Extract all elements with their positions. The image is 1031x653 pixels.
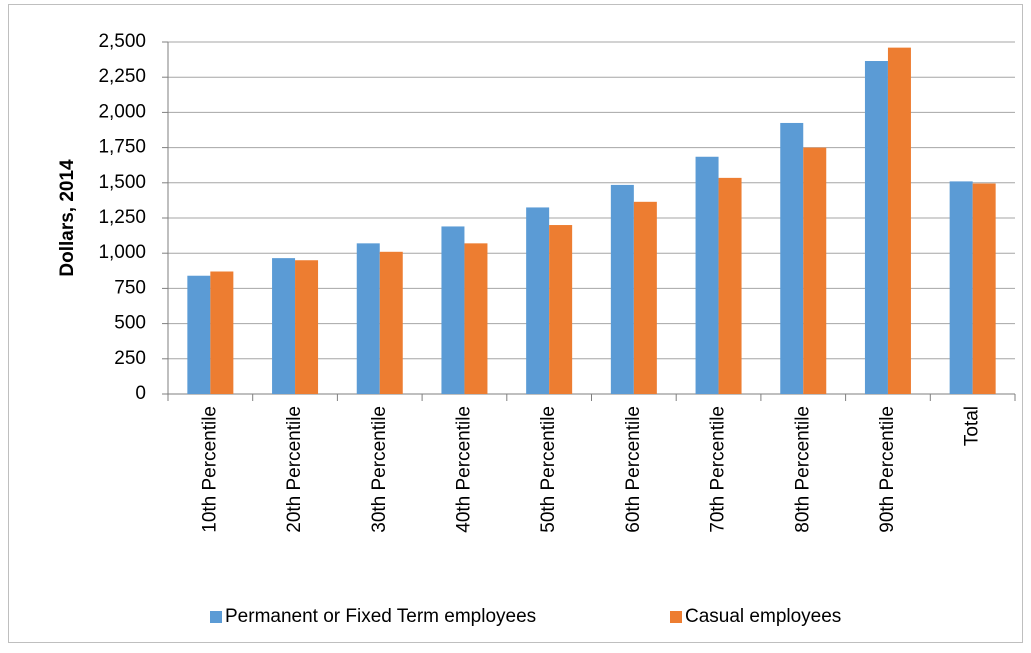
legend-label: Casual employees: [685, 606, 841, 627]
x-tick-label: Total: [962, 406, 983, 446]
y-tick-label: 250: [114, 348, 146, 369]
bar: [356, 243, 380, 394]
bar: [549, 225, 573, 394]
bar: [695, 156, 719, 394]
x-tick-label: 10th Percentile: [199, 406, 220, 533]
bar: [272, 258, 296, 394]
bar: [949, 181, 973, 394]
y-tick-label: 2,000: [98, 101, 146, 122]
bar: [210, 271, 234, 394]
bar: [972, 183, 996, 394]
x-tick-label: 70th Percentile: [708, 406, 729, 533]
y-tick-label: 2,250: [98, 66, 146, 87]
bar: [803, 147, 827, 394]
x-tick-label: 80th Percentile: [792, 406, 813, 533]
bar: [887, 47, 911, 395]
x-tick-label: 50th Percentile: [538, 406, 559, 533]
x-tick-label: 30th Percentile: [369, 406, 390, 533]
bar: [441, 226, 465, 394]
bar: [633, 201, 657, 394]
legend-swatch: [670, 611, 682, 623]
x-tick-label: 40th Percentile: [453, 406, 474, 533]
bar: [187, 275, 211, 394]
x-tick-label: 60th Percentile: [623, 406, 644, 533]
y-tick-label: 500: [114, 313, 146, 334]
bar: [526, 207, 550, 394]
y-tick-label: 1,500: [98, 172, 146, 193]
y-tick-label: 750: [114, 277, 146, 298]
legend-swatch: [210, 611, 222, 623]
y-axis-label: Dollars, 2014: [57, 159, 78, 277]
bar: [379, 251, 403, 394]
bar: [718, 177, 742, 394]
y-tick-label: 1,250: [98, 207, 146, 228]
y-tick-label: 0: [135, 383, 146, 404]
x-tick-label: 90th Percentile: [877, 406, 898, 533]
bar: [610, 184, 634, 394]
y-tick-label: 1,750: [98, 137, 146, 158]
bar: [295, 260, 319, 394]
y-tick-label: 1,000: [98, 242, 146, 263]
y-tick-label: 2,500: [98, 31, 146, 52]
x-tick-label: 20th Percentile: [284, 406, 305, 533]
bar: [780, 122, 804, 395]
bar: [864, 61, 888, 395]
bar: [464, 243, 488, 394]
legend-label: Permanent or Fixed Term employees: [225, 606, 536, 627]
